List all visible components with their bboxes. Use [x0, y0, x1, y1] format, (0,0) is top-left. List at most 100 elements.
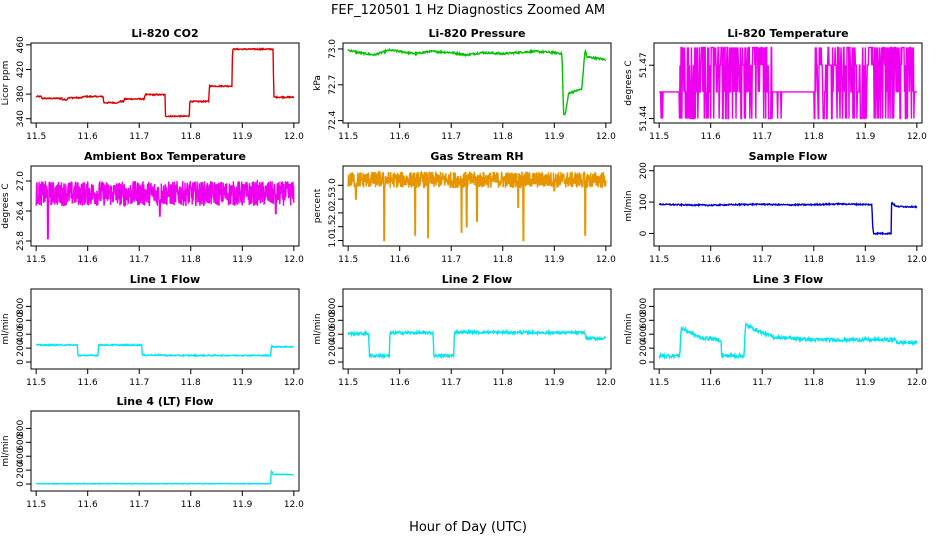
y-tick-label: 800	[16, 298, 26, 315]
panel-1: Li-820 CO2 Licor ppm 11.5 11.6 11.7 11.8 11.9 1…	[1, 27, 304, 142]
panel-title: Li-820 Temperature	[727, 27, 848, 40]
panel-10: Line 4 (LT) Flow ml/min 11.5 11.6 11.7 11.8 11…	[1, 395, 304, 510]
x-tick-label: 11.7	[752, 132, 772, 142]
y-tick-label: 51.47	[639, 52, 649, 78]
y-tick-label: 200	[16, 461, 26, 478]
x-tick-label: 11.8	[493, 132, 513, 142]
x-tick-label: 12.0	[596, 132, 616, 142]
y-tick-label: 400	[639, 325, 649, 342]
x-tick-label: 11.5	[26, 255, 46, 265]
y-tick-label: 200	[639, 162, 649, 179]
x-tick-label: 11.5	[338, 255, 358, 265]
x-tick-label: 12.0	[596, 255, 616, 265]
series-line	[35, 178, 295, 240]
y-axis-label: percent	[313, 188, 323, 223]
panel-3: Li-820 Temperature degrees C 11.5 11.6 11.7 1…	[624, 27, 927, 142]
y-tick-label: 340	[16, 110, 26, 127]
plot-frame	[30, 288, 300, 370]
x-tick-label: 12.0	[907, 378, 927, 388]
x-tick-label: 11.9	[855, 378, 875, 388]
x-tick-label: 11.6	[78, 132, 98, 142]
y-tick-label: 1.5	[328, 220, 338, 234]
series-line	[347, 328, 607, 360]
x-tick-label: 11.8	[493, 378, 513, 388]
plot-frame	[653, 165, 923, 247]
x-tick-label: 11.7	[752, 378, 772, 388]
y-tick-label: 420	[16, 61, 26, 78]
y-tick-label: 1.0	[328, 233, 338, 248]
panel-title: Line 1 Flow	[130, 273, 200, 286]
panel-title: Li-820 Pressure	[429, 27, 526, 40]
y-tick-label: 200	[639, 339, 649, 356]
panel-4: Ambient Box Temperature degrees C 11.5 11.6…	[1, 150, 304, 265]
y-tick-label: 0	[328, 359, 338, 365]
x-tick-label: 11.5	[649, 255, 669, 265]
x-tick-label: 11.9	[855, 132, 875, 142]
y-axis-label: ml/min	[1, 313, 11, 344]
panel-title: Li-820 CO2	[131, 27, 198, 40]
y-tick-label: 0	[639, 359, 649, 365]
x-tick-label: 11.9	[544, 255, 564, 265]
y-tick-label: 27.0	[16, 171, 26, 191]
panel-title: Line 2 Flow	[442, 273, 512, 286]
y-tick-label: 380	[16, 85, 26, 102]
x-tick-label: 11.7	[441, 255, 461, 265]
plot-frame	[342, 288, 612, 370]
plot-frame	[653, 288, 923, 370]
y-axis-label: degrees C	[1, 183, 11, 228]
x-tick-label: 11.6	[390, 132, 410, 142]
x-tick-label: 11.6	[701, 255, 721, 265]
panel-6: Sample Flow ml/min 11.5 11.6 11.7 11.8 11.9 12.…	[624, 150, 927, 265]
x-tick-label: 11.8	[804, 378, 824, 388]
y-tick-label: 25.8	[16, 231, 26, 251]
x-tick-label: 11.6	[701, 378, 721, 388]
x-tick-label: 11.8	[804, 132, 824, 142]
y-tick-label: 26.4	[16, 201, 26, 221]
series-line	[658, 201, 918, 236]
plot-frame	[30, 410, 300, 492]
x-tick-label: 11.8	[181, 378, 201, 388]
x-tick-label: 11.7	[752, 255, 772, 265]
panel-title: Line 4 (LT) Flow	[117, 395, 214, 408]
y-tick-label: 600	[16, 433, 26, 450]
plot-frame	[30, 42, 300, 124]
panel-7: Line 1 Flow ml/min 11.5 11.6 11.7 11.8 11.9 12.…	[1, 273, 304, 388]
y-tick-label: 800	[328, 298, 338, 315]
y-axis-label: Licor ppm	[1, 61, 11, 106]
x-tick-label: 11.5	[338, 378, 358, 388]
x-tick-label: 11.9	[232, 132, 252, 142]
series-line	[35, 342, 295, 358]
x-tick-label: 11.6	[701, 132, 721, 142]
y-tick-label: 51.44	[639, 105, 649, 131]
x-tick-label: 12.0	[907, 255, 927, 265]
panel-9: Line 3 Flow ml/min 11.5 11.6 11.7 11.8 11.9 12.…	[624, 273, 927, 388]
panel-title: Gas Stream RH	[430, 150, 523, 163]
y-tick-label: 2.0	[328, 205, 338, 220]
x-tick-label: 11.9	[232, 500, 252, 510]
figure-title: FEF_120501 1 Hz Diagnostics Zoomed AM	[331, 3, 605, 18]
y-tick-label: 100	[639, 193, 649, 210]
y-tick-label: 0	[16, 359, 26, 365]
plot-frame	[342, 42, 612, 124]
x-tick-label: 11.6	[390, 255, 410, 265]
x-tick-label: 11.9	[544, 378, 564, 388]
x-tick-label: 11.7	[441, 132, 461, 142]
plot-frame	[30, 165, 300, 247]
x-tick-label: 11.5	[26, 132, 46, 142]
y-tick-label: 0	[639, 230, 649, 236]
panel-2: Li-820 Pressure kPa 11.5 11.6 11.7 11.8 11.9 12…	[313, 27, 616, 142]
y-tick-label: 460	[16, 36, 26, 53]
panel-title: Line 3 Flow	[753, 273, 823, 286]
x-tick-label: 11.5	[26, 500, 46, 510]
plot-frame	[653, 42, 923, 124]
panel-5: Gas Stream RH percent 11.5 11.6 11.7 11.8 11.9…	[313, 150, 616, 265]
y-tick-label: 600	[639, 311, 649, 328]
plot-frame	[342, 165, 612, 247]
x-tick-label: 11.8	[181, 255, 201, 265]
y-tick-label: 0	[16, 481, 26, 487]
y-tick-label: 800	[639, 298, 649, 315]
y-tick-label: 200	[16, 339, 26, 356]
y-tick-label: 400	[16, 447, 26, 464]
panel-8: Line 2 Flow ml/min 11.5 11.6 11.7 11.8 11.9 12.…	[313, 273, 616, 388]
